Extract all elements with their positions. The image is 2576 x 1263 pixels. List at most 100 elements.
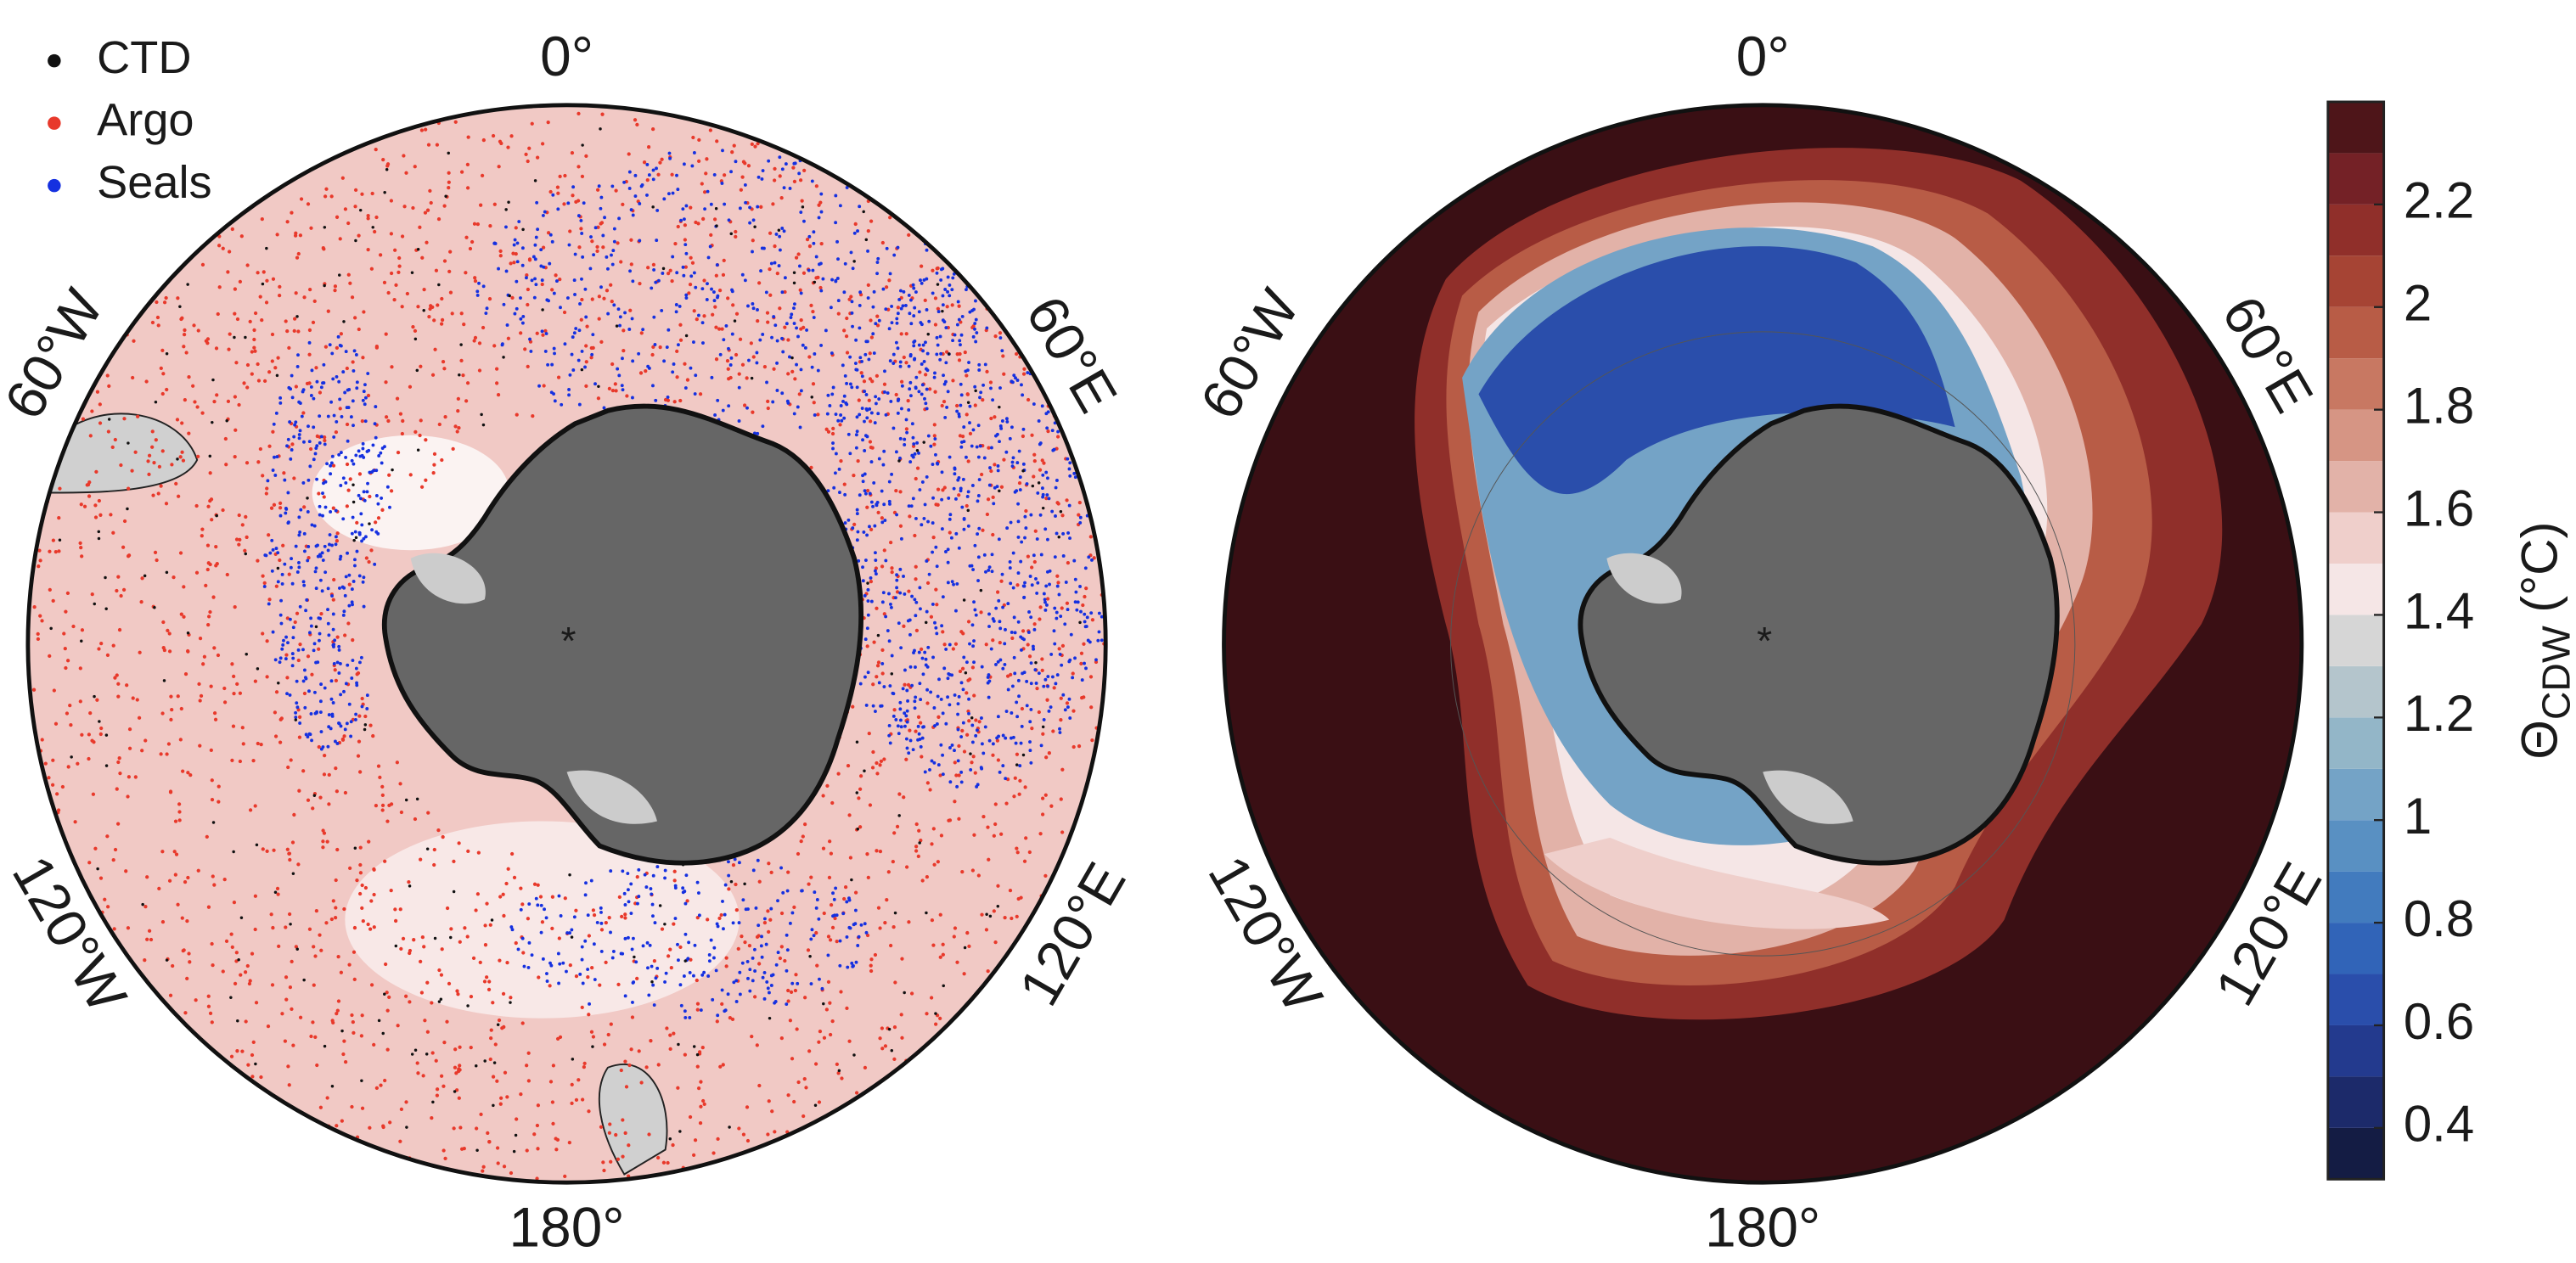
argo-point xyxy=(798,288,802,292)
argo-point xyxy=(295,255,300,260)
seal-point xyxy=(843,521,847,525)
argo-point xyxy=(580,297,584,302)
seal-point xyxy=(903,592,907,596)
argo-point xyxy=(38,559,42,563)
argo-point xyxy=(447,981,452,985)
seal-point xyxy=(941,753,945,757)
seal-point xyxy=(932,706,936,710)
seal-point xyxy=(858,356,863,360)
argo-point xyxy=(98,421,103,425)
seal-point xyxy=(995,485,999,489)
seal-point xyxy=(940,497,944,502)
seal-point xyxy=(1087,428,1091,431)
seal-point xyxy=(706,255,711,260)
seal-point xyxy=(948,703,952,707)
seal-point xyxy=(1097,524,1101,527)
argo-point xyxy=(688,283,693,287)
seal-point xyxy=(316,554,320,559)
argo-point xyxy=(389,802,394,806)
seal-point xyxy=(899,306,903,311)
ctd-point xyxy=(581,143,584,147)
seal-point xyxy=(274,547,278,551)
ctd-point xyxy=(970,716,974,720)
seal-point xyxy=(903,724,907,728)
argo-point xyxy=(548,984,552,988)
temperature-map: * xyxy=(1222,103,2304,1185)
argo-point xyxy=(993,334,998,339)
seal-point xyxy=(344,350,348,354)
argo-point xyxy=(168,790,173,794)
argo-point xyxy=(126,554,131,559)
argo-point xyxy=(238,691,243,695)
argo-point xyxy=(221,508,225,513)
seal-point xyxy=(662,197,666,201)
seal-point xyxy=(1067,660,1071,664)
ctd-point xyxy=(568,873,571,877)
seal-point xyxy=(854,446,858,450)
seal-point xyxy=(332,413,336,418)
argo-point xyxy=(614,188,618,193)
argo-point xyxy=(577,245,582,250)
argo-point xyxy=(256,559,260,563)
seal-point xyxy=(1014,333,1018,337)
argo-point xyxy=(267,444,272,448)
argo-point xyxy=(741,160,746,164)
argo-point xyxy=(779,945,784,949)
argo-point xyxy=(312,945,316,949)
seal-point xyxy=(871,704,875,708)
argo-point xyxy=(614,1132,618,1137)
argo-point xyxy=(338,407,342,411)
ctd-point xyxy=(410,271,414,274)
argo-point xyxy=(660,157,664,161)
argo-point xyxy=(718,1064,723,1069)
ctd-point xyxy=(70,755,73,759)
seal-point xyxy=(917,343,921,347)
argo-point xyxy=(290,442,295,446)
argo-point xyxy=(536,883,540,887)
argo-point xyxy=(676,1086,680,1090)
argo-point xyxy=(550,1100,555,1104)
seal-point xyxy=(997,734,1000,738)
argo-point xyxy=(115,673,119,677)
ctd-point xyxy=(926,333,930,336)
seal-point xyxy=(586,913,590,918)
seal-point xyxy=(318,710,323,714)
seal-point xyxy=(990,570,994,574)
seal-point xyxy=(932,375,936,379)
ctd-point xyxy=(127,441,130,445)
argo-point xyxy=(783,289,787,295)
argo-point xyxy=(814,276,818,280)
seal-point xyxy=(1052,629,1056,633)
argo-point xyxy=(413,165,417,169)
argo-point xyxy=(880,516,885,520)
seal-point xyxy=(290,396,295,400)
argo-point xyxy=(217,285,222,289)
seal-point xyxy=(743,278,747,283)
seal-point xyxy=(965,288,968,292)
seal-point xyxy=(891,714,896,718)
seal-point xyxy=(834,413,838,416)
argo-point xyxy=(869,445,874,450)
seal-point xyxy=(923,396,926,401)
argo-point xyxy=(802,168,807,172)
seal-point xyxy=(907,293,911,297)
seal-point xyxy=(298,721,302,725)
seal-point xyxy=(948,294,952,298)
argo-point xyxy=(693,1138,698,1142)
seal-point xyxy=(1003,642,1007,646)
argo-point xyxy=(256,741,260,746)
argo-point xyxy=(502,913,506,918)
seal-point xyxy=(1074,590,1078,594)
argo-point xyxy=(546,121,550,125)
argo-point xyxy=(658,160,662,165)
argo-point xyxy=(90,592,94,597)
seal-point xyxy=(813,890,817,895)
argo-point xyxy=(265,639,269,643)
ctd-point xyxy=(941,309,944,313)
argo-point xyxy=(239,234,244,239)
argo-point xyxy=(750,1035,754,1039)
ctd-point xyxy=(416,448,420,452)
seal-point xyxy=(320,551,324,555)
argo-point xyxy=(728,1015,733,1020)
seal-point xyxy=(707,953,711,957)
